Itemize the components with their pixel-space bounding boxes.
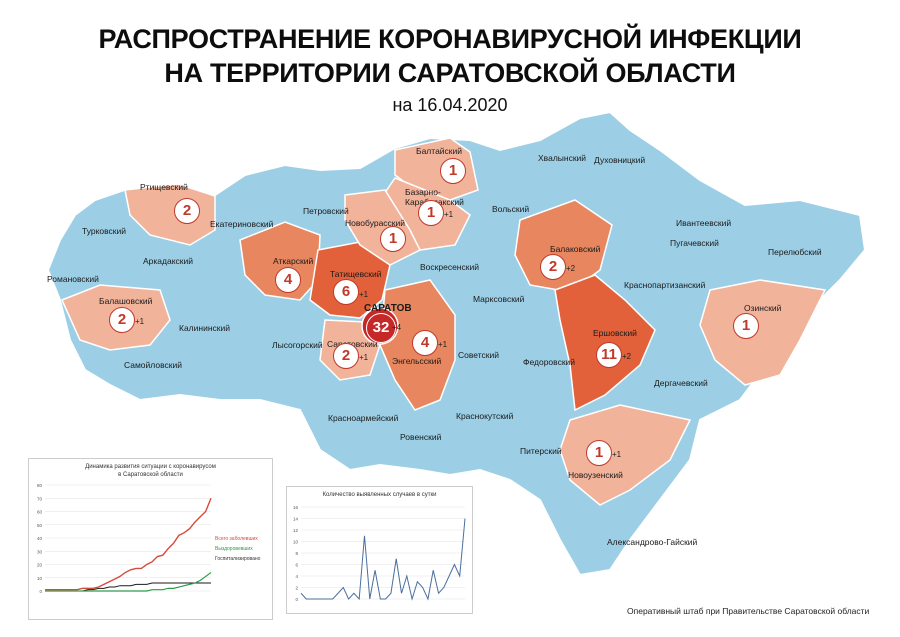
label-ivanteevsky: Ивантеевский — [676, 218, 732, 228]
delta-balakovsky: +2 — [566, 264, 576, 273]
label-ershovsky: Ершовский — [593, 328, 637, 338]
chart-dynamics-plot: 0 10 20 30 40 50 60 70 80 — [37, 483, 212, 594]
label-ozinsky: Озинский — [744, 303, 782, 313]
badge-ershovsky: 11 — [596, 342, 622, 368]
y-tick-label: 40 — [37, 536, 43, 541]
page-title-line1: РАСПРОСТРАНЕНИЕ КОРОНАВИРУСНОЙ ИНФЕКЦИИ — [98, 24, 802, 54]
badge-balakovsky: 2 — [540, 254, 566, 280]
badge-bazarno-karabulaksky: 1 — [418, 200, 444, 226]
label-marksovsky: Марксовский — [473, 294, 525, 304]
badge-saratov-city: 32 — [366, 313, 396, 343]
y-tick-label: 10 — [37, 576, 43, 581]
badge-balashovsky: 2 — [109, 307, 135, 333]
label-arkadaksky: Аркадакский — [143, 256, 193, 266]
label-balashovsky: Балашовский — [99, 296, 153, 306]
y-tick-label: 60 — [37, 510, 43, 515]
delta-saratovsky: +1 — [359, 353, 369, 362]
label-engelssky: Энгельсский — [392, 356, 442, 366]
label-khvalynsky: Хвалынский — [538, 153, 587, 163]
y-tick-label: 70 — [37, 496, 43, 501]
label-krasnopartizansky: Краснопартизанский — [624, 280, 706, 290]
label-krasnoarmeysky: Красноармейский — [328, 413, 399, 423]
legend-recovered: Выздоровевших — [215, 546, 253, 552]
series-total-line — [45, 497, 212, 591]
y-tick-label: 2 — [295, 586, 298, 591]
badge-engelssky: 4 — [412, 330, 438, 356]
delta-ershovsky: +2 — [622, 352, 632, 361]
footer-credit: Оперативный штаб при Правительстве Сарат… — [627, 606, 870, 616]
label-rtishchevsky: Ртищевский — [140, 182, 188, 192]
label-fedorovsky: Федоровский — [523, 357, 576, 367]
label-saratov-city: САРАТОВ — [364, 303, 412, 314]
chart-daily: Количество выявленных случаев в сутки 0 2… — [286, 486, 473, 614]
badge-ozinsky: 1 — [733, 313, 759, 339]
label-dergachevsky: Дергачевский — [654, 378, 708, 388]
label-ekaterinovsky: Екатериновский — [210, 219, 274, 229]
delta-engelssky: +1 — [438, 340, 448, 349]
delta-bazarno-karabulaksky: +1 — [444, 210, 454, 219]
chart-daily-title: Количество выявленных случаев в сутки — [322, 492, 437, 498]
legend-total: Всего заболевших — [215, 536, 258, 542]
y-tick-label: 30 — [37, 549, 43, 554]
y-tick-label: 6 — [295, 563, 298, 568]
label-voskresensky: Воскресенский — [420, 262, 479, 272]
label-aleksandrovo-gaysky: Александрово-Гайский — [607, 537, 698, 547]
report-date: на 16.04.2020 — [392, 95, 508, 115]
y-tick-label: 80 — [37, 483, 43, 488]
label-tatishchevsky: Татищевский — [330, 269, 382, 279]
label-perelyubsky: Перелюбский — [768, 247, 822, 257]
y-tick-label: 16 — [293, 505, 299, 510]
badge-novoburassky: 1 — [380, 226, 406, 252]
badge-novouzensky: 1 — [586, 440, 612, 466]
delta-saratov-city: +4 — [392, 323, 402, 332]
label-rovensky: Ровенский — [400, 432, 442, 442]
y-tick-label: 0 — [39, 589, 42, 594]
label-dukhovnitsky: Духовницкий — [594, 155, 646, 165]
label-atkarsky: Аткарский — [273, 256, 314, 266]
chart-daily-plot: 0 2 4 6 8 10 12 14 16 — [293, 505, 466, 602]
y-tick-label: 8 — [295, 551, 298, 556]
label-petrovsky: Петровский — [303, 206, 349, 216]
label-pugachevsky: Пугачевский — [670, 238, 719, 248]
label-novouzensky: Новоузенский — [568, 470, 623, 480]
chart-dynamics: Динамика развития ситуации с коронавирус… — [28, 458, 273, 620]
label-balakovsky: Балаковский — [550, 244, 601, 254]
series-daily-line — [300, 518, 466, 601]
badge-baltaysky: 1 — [440, 158, 466, 184]
y-tick-label: 0 — [295, 597, 298, 602]
page-title-line2: НА ТЕРРИТОРИИ САРАТОВСКОЙ ОБЛАСТИ — [164, 58, 736, 88]
label-lysogorsky: Лысогорский — [272, 340, 323, 350]
series-recovered-line — [45, 571, 212, 592]
y-tick-label: 12 — [293, 528, 299, 533]
badge-atkarsky: 4 — [275, 267, 301, 293]
y-tick-label: 10 — [293, 540, 299, 545]
badge-tatishchevsky: 6 — [333, 279, 359, 305]
y-tick-label: 50 — [37, 523, 43, 528]
delta-tatishchevsky: +1 — [359, 290, 369, 299]
legend-hospital: Госпитализировано — [215, 556, 261, 562]
delta-novouzensky: +1 — [612, 450, 622, 459]
label-samoylovsky: Самойловский — [124, 360, 182, 370]
chart-dynamics-title: Динамика развития ситуации с коронавирус… — [85, 464, 216, 478]
district-baltaysky — [394, 137, 479, 201]
badge-saratovsky: 2 — [333, 343, 359, 369]
y-tick-label: 4 — [295, 574, 298, 579]
delta-balashovsky: +1 — [135, 317, 145, 326]
label-novoburassky: Новобурасский — [345, 218, 406, 228]
district-novouzensky — [559, 404, 692, 506]
label-turkovsky: Турковский — [82, 226, 127, 236]
y-tick-label: 14 — [293, 517, 299, 522]
district-ozinsky — [699, 279, 827, 386]
y-tick-label: 20 — [37, 563, 43, 568]
label-romanovsky: Романовский — [47, 274, 99, 284]
label-pitersky: Питерский — [520, 446, 562, 456]
label-volsky: Вольский — [492, 204, 530, 214]
label-kalininsky: Калининский — [179, 323, 230, 333]
label-krasnokutsky: Краснокутский — [456, 411, 514, 421]
badge-rtishchevsky: 2 — [174, 198, 200, 224]
label-sovetsky: Советский — [458, 350, 499, 360]
label-baltaysky: Балтайский — [416, 146, 463, 156]
